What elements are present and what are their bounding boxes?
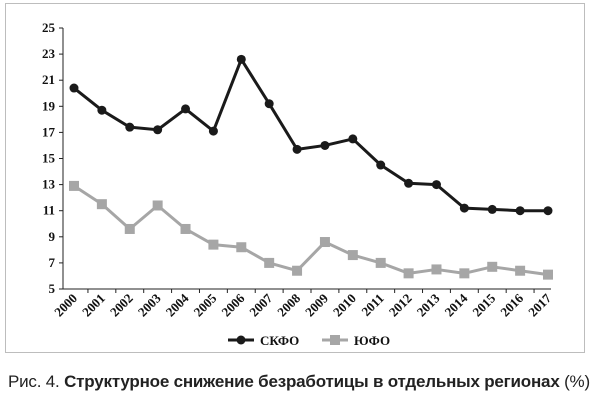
data-point [125, 122, 135, 132]
x-tick-label: 2004 [163, 290, 192, 319]
figure-caption: Рис. 4. Структурное снижение безработицы… [8, 372, 590, 392]
y-tick-label: 13 [42, 177, 56, 192]
legend-label: СКФО [260, 333, 299, 348]
data-point [69, 83, 79, 93]
data-point [431, 264, 442, 275]
y-tick-label: 21 [42, 72, 55, 87]
data-point [152, 200, 163, 211]
x-tick-label: 2003 [135, 290, 164, 319]
y-tick-label: 5 [49, 281, 56, 296]
data-point [236, 54, 246, 64]
data-point [264, 99, 274, 109]
legend-label: ЮФО [354, 333, 390, 348]
data-point [543, 269, 553, 280]
data-point [375, 257, 386, 268]
data-point [487, 261, 498, 272]
x-tick-label: 2011 [358, 291, 386, 319]
x-tick-label: 2012 [386, 291, 415, 320]
x-tick-label: 2015 [469, 290, 498, 319]
data-point [236, 242, 247, 253]
x-tick-label: 2001 [79, 291, 108, 320]
data-point [292, 144, 302, 154]
caption-unit: (%) [559, 372, 590, 391]
data-point [515, 265, 526, 276]
data-point [515, 206, 525, 216]
x-tick-label: 2017 [525, 290, 554, 319]
series-line [73, 184, 549, 277]
data-point [292, 265, 303, 276]
x-tick-label: 2014 [441, 290, 470, 319]
x-tick-label: 2000 [51, 291, 80, 320]
y-tick-label: 11 [43, 203, 55, 218]
data-point [459, 203, 469, 213]
y-tick-label: 15 [42, 151, 56, 166]
x-tick-label: 2016 [497, 290, 526, 319]
data-point [124, 223, 135, 234]
x-tick-label: 2009 [302, 290, 331, 319]
x-tick-label: 2008 [274, 290, 303, 319]
data-point [180, 223, 191, 234]
data-point [181, 104, 191, 114]
data-point [208, 126, 218, 136]
data-point [376, 160, 386, 170]
data-point [264, 257, 275, 268]
data-point [320, 140, 330, 150]
legend-marker [236, 335, 246, 345]
data-point [348, 134, 358, 144]
data-point [543, 206, 553, 216]
x-tick-label: 2005 [191, 290, 220, 319]
y-tick-label: 23 [42, 46, 56, 61]
data-point [487, 204, 497, 214]
data-point [97, 105, 107, 115]
x-tick-label: 2007 [246, 290, 275, 319]
data-point [459, 268, 470, 279]
y-tick-label: 25 [42, 20, 56, 35]
data-point [96, 199, 107, 210]
data-point [69, 180, 79, 191]
chart-frame: 5 7 9 11 13 15 17 19 21 23 25 2000 2001 2002 2003 2004 2… [5, 3, 585, 353]
data-point [208, 239, 219, 250]
y-tick-label: 17 [42, 124, 56, 139]
series-line [73, 57, 548, 213]
y-tick-label: 9 [49, 229, 56, 244]
x-tick-label: 2013 [414, 290, 443, 319]
y-tick-label: 19 [42, 98, 56, 113]
data-point [431, 180, 441, 190]
line-chart: 5791113151719212325200020012002200320042… [42, 20, 554, 348]
data-point [153, 125, 163, 135]
x-tick-label: 2002 [107, 291, 136, 320]
data-point [403, 268, 414, 279]
y-tick-label: 7 [49, 255, 56, 270]
x-tick-label: 2010 [330, 291, 359, 320]
data-point [319, 237, 330, 248]
caption-prefix: Рис. 4. [8, 372, 65, 391]
data-point [347, 250, 358, 261]
x-tick-label: 2006 [218, 290, 247, 319]
legend-marker [330, 335, 340, 345]
caption-title: Структурное снижение безработицы в отдел… [64, 372, 560, 391]
data-point [404, 178, 414, 188]
